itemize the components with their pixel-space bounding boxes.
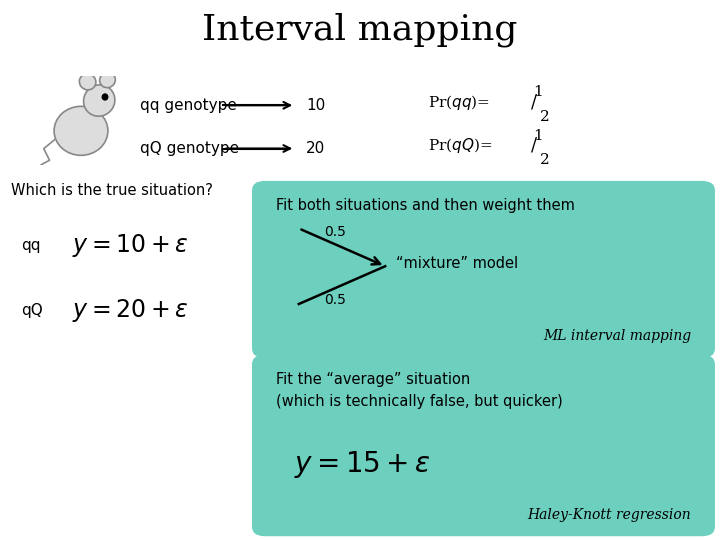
Text: $\mathregular{1}$: $\mathregular{1}$ — [533, 127, 542, 143]
Text: Interval mapping: Interval mapping — [202, 12, 518, 47]
Ellipse shape — [54, 106, 108, 156]
Text: Fit both situations and then weight them: Fit both situations and then weight them — [276, 198, 575, 213]
Text: Pr($\mathit{qQ}$)=: Pr($\mathit{qQ}$)= — [428, 136, 492, 156]
Text: $y = 10 + \varepsilon$: $y = 10 + \varepsilon$ — [72, 232, 189, 259]
Text: $y = 20 + \varepsilon$: $y = 20 + \varepsilon$ — [72, 297, 189, 324]
Text: $\mathregular{2}$: $\mathregular{2}$ — [539, 152, 549, 167]
Text: Which is the true situation?: Which is the true situation? — [11, 183, 212, 198]
Text: qQ: qQ — [22, 303, 43, 318]
Text: ML interval mapping: ML interval mapping — [543, 329, 691, 343]
Text: $\mathregular{2}$: $\mathregular{2}$ — [539, 109, 549, 124]
Text: 0.5: 0.5 — [324, 225, 346, 239]
Text: /: / — [531, 93, 537, 112]
FancyBboxPatch shape — [252, 355, 715, 536]
Text: $\mathregular{1}$: $\mathregular{1}$ — [533, 84, 542, 99]
Text: “mixture” model: “mixture” model — [396, 256, 518, 271]
Text: qq genotype: qq genotype — [140, 98, 238, 113]
Text: Haley-Knott regression: Haley-Knott regression — [528, 508, 691, 522]
Ellipse shape — [99, 72, 115, 87]
Text: qQ genotype: qQ genotype — [140, 141, 240, 156]
Text: (which is technically false, but quicker): (which is technically false, but quicker… — [276, 394, 562, 409]
Circle shape — [102, 94, 108, 100]
FancyBboxPatch shape — [252, 181, 715, 358]
Text: 0.5: 0.5 — [324, 293, 346, 307]
Text: Pr($\mathit{qq}$)=: Pr($\mathit{qq}$)= — [428, 93, 490, 112]
Ellipse shape — [84, 85, 115, 116]
Text: /: / — [531, 137, 537, 155]
Text: 20: 20 — [306, 141, 325, 156]
Text: 10: 10 — [306, 98, 325, 113]
Text: qq: qq — [22, 238, 41, 253]
Text: Fit the “average” situation: Fit the “average” situation — [276, 372, 470, 387]
Text: $y = 15 + \varepsilon$: $y = 15 + \varepsilon$ — [294, 449, 431, 480]
Ellipse shape — [79, 74, 96, 90]
